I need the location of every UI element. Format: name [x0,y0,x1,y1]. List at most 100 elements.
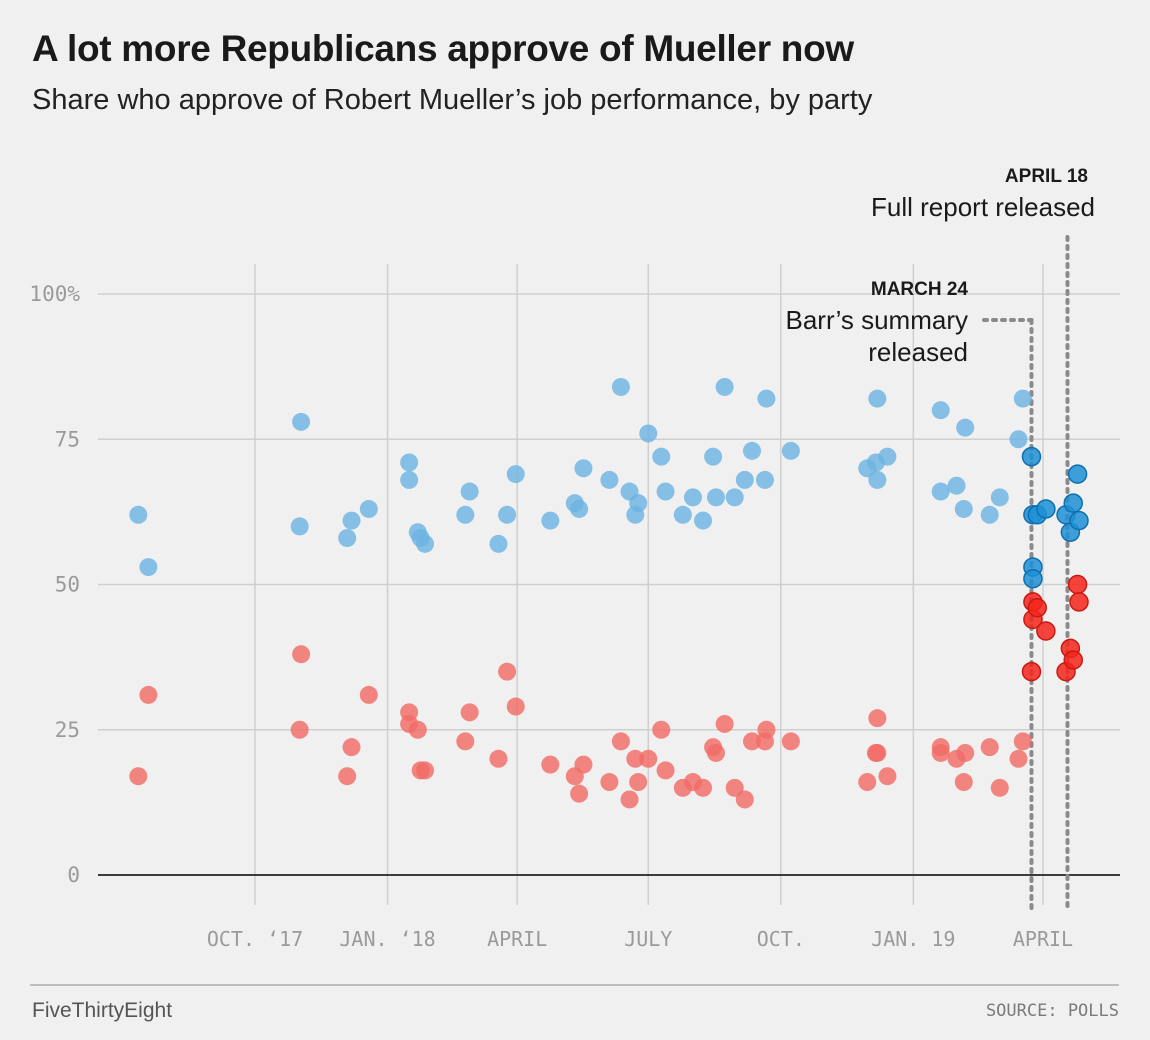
democrat-light-point [611,377,630,396]
march-24-description: released [868,337,968,367]
democrat-light-point [541,511,560,530]
republican-light-point [574,755,593,774]
democrat-light-point [868,470,887,489]
y-tick-label: 75 [55,427,80,451]
democrat-dark-point [1021,446,1042,467]
democrat-light-point [338,529,357,548]
x-tick-label: JAN. ‘18 [339,927,435,951]
democrat-light-point [781,441,800,460]
republican-light-point [743,732,762,751]
democrat-light-point [990,488,1009,507]
x-tick-label: APRIL [487,927,547,951]
democrat-light-point [400,470,419,489]
democrat-light-point [743,441,762,460]
data-points [129,377,1089,809]
republican-light-point [489,749,508,768]
democrat-light-point [704,447,723,466]
democrat-dark-point [1036,499,1056,519]
republican-light-point [956,743,975,762]
republican-dark-point [1069,592,1089,612]
democrat-light-point [725,488,744,507]
republican-light-point [620,790,639,809]
republican-light-point [342,738,361,757]
democrat-light-point [673,505,692,524]
republican-light-point [338,767,357,786]
brand-label: FiveThirtyEight [32,999,173,1022]
y-tick-label: 0 [67,863,80,887]
democrat-light-point [735,470,754,489]
republican-dark-point [1036,621,1056,641]
republican-light-point [878,767,897,786]
democrat-light-point [290,517,309,536]
y-axis-ticks: 0 25 50 75 100% [29,282,80,887]
republican-light-point [781,732,800,751]
april-18-description: Full report released [871,192,1095,222]
democrat-light-point [980,505,999,524]
april-18-date-label: APRIL 18 [1005,166,1088,187]
footer-divider [30,984,1119,986]
republican-light-point [652,720,671,739]
democrat-light-point [400,453,419,472]
democrat-light-point [129,505,148,524]
democrat-dark-point [1063,493,1084,513]
republican-light-point [629,773,648,792]
democrat-light-point [629,494,648,513]
y-tick-label: 25 [55,718,80,742]
republican-light-point [931,743,950,762]
democrat-dark-point [1067,464,1088,484]
republican-light-point [626,749,645,768]
x-tick-label: JAN. 19 [871,927,955,951]
source-label: SOURCE: POLLS [985,1001,1119,1021]
republican-light-point [498,662,517,681]
y-tick-label: 100% [29,282,80,306]
democrat-light-point [574,459,593,478]
democrat-light-point [706,488,725,507]
republican-light-point [868,743,887,762]
democrat-light-point [489,534,508,553]
democrat-light-point [1013,389,1032,408]
republican-light-point [694,778,713,797]
y-tick-label: 50 [55,573,80,597]
republican-light-point [1013,732,1032,751]
democrat-light-point [931,401,950,420]
republican-light-point [290,720,309,739]
republican-light-point [858,773,877,792]
democrat-light-point [947,476,966,495]
democrat-light-point [878,447,897,466]
republican-light-point [359,685,378,704]
republican-light-point [611,732,630,751]
republican-light-point [415,761,434,780]
democrat-light-point [755,470,774,489]
democrat-light-point [342,511,361,530]
republican-light-point [541,755,560,774]
republican-light-point [757,720,776,739]
democrat-light-point [683,488,702,507]
republican-light-point [715,714,734,733]
republican-light-point [456,732,475,751]
republican-light-point [980,738,999,757]
democrat-light-point [757,389,776,408]
march-24-date-label: MARCH 24 [871,279,969,300]
republican-light-point [292,645,311,664]
democrat-light-point [639,424,658,443]
democrat-light-point [931,482,950,501]
democrat-dark-point [1069,510,1089,531]
republican-dark-point [1021,661,1042,682]
republican-dark-point [1027,597,1047,618]
democrat-light-point [292,412,311,431]
republican-light-point [600,773,619,792]
democrat-light-point [954,499,973,518]
x-tick-label: JULY [624,927,672,951]
democrat-light-point [570,499,589,518]
democrat-light-point [656,482,675,501]
republican-light-point [1009,749,1028,768]
x-tick-label: OCT. [757,927,805,951]
republican-dark-point [1063,650,1084,670]
democrat-light-point [694,511,713,530]
republican-light-point [408,720,427,739]
republican-light-point [735,790,754,809]
democrat-light-point [715,377,734,396]
republican-light-point [129,767,148,786]
republican-light-point [639,749,658,768]
